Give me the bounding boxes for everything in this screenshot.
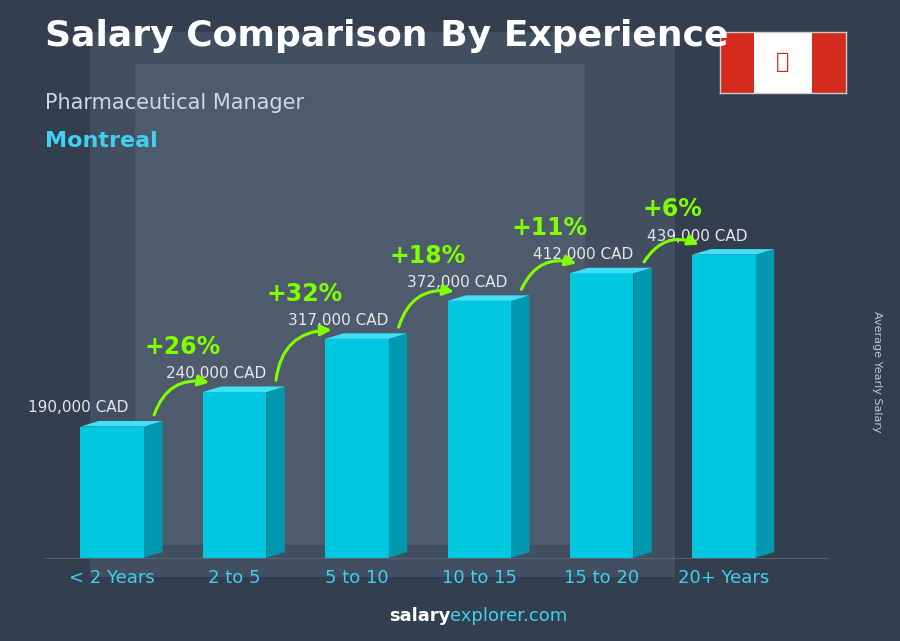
Text: salary: salary bbox=[389, 607, 450, 625]
Polygon shape bbox=[266, 387, 284, 558]
Polygon shape bbox=[634, 268, 652, 558]
Text: Pharmaceutical Manager: Pharmaceutical Manager bbox=[45, 93, 304, 113]
Bar bbox=[325, 339, 389, 558]
FancyArrowPatch shape bbox=[644, 236, 696, 262]
Polygon shape bbox=[511, 296, 529, 558]
FancyArrowPatch shape bbox=[154, 376, 206, 415]
Text: 412,000 CAD: 412,000 CAD bbox=[533, 247, 634, 262]
Text: +32%: +32% bbox=[267, 281, 343, 306]
Polygon shape bbox=[692, 249, 774, 254]
Text: Average Yearly Salary: Average Yearly Salary bbox=[872, 311, 883, 433]
Bar bbox=[90, 32, 675, 577]
Polygon shape bbox=[720, 32, 753, 93]
Polygon shape bbox=[570, 268, 652, 273]
Text: explorer.com: explorer.com bbox=[450, 607, 567, 625]
Text: 190,000 CAD: 190,000 CAD bbox=[28, 401, 128, 415]
Text: 🍁: 🍁 bbox=[777, 53, 789, 72]
Text: +6%: +6% bbox=[642, 197, 702, 222]
Bar bbox=[692, 254, 756, 558]
Polygon shape bbox=[202, 387, 284, 392]
Polygon shape bbox=[80, 421, 162, 426]
Polygon shape bbox=[447, 296, 529, 301]
Bar bbox=[135, 64, 585, 545]
Text: +26%: +26% bbox=[145, 335, 220, 359]
Bar bbox=[202, 392, 266, 558]
FancyArrowPatch shape bbox=[399, 285, 451, 327]
Polygon shape bbox=[813, 32, 846, 93]
Text: Salary Comparison By Experience: Salary Comparison By Experience bbox=[45, 19, 728, 53]
Bar bbox=[570, 273, 634, 558]
Bar bbox=[80, 426, 144, 558]
Text: 439,000 CAD: 439,000 CAD bbox=[647, 229, 747, 244]
Polygon shape bbox=[325, 333, 407, 339]
Text: 372,000 CAD: 372,000 CAD bbox=[407, 275, 508, 290]
FancyArrowPatch shape bbox=[276, 326, 328, 380]
Polygon shape bbox=[144, 421, 162, 558]
Text: 317,000 CAD: 317,000 CAD bbox=[288, 313, 389, 328]
Text: +11%: +11% bbox=[511, 216, 588, 240]
FancyArrowPatch shape bbox=[521, 256, 573, 289]
Text: 240,000 CAD: 240,000 CAD bbox=[166, 366, 266, 381]
Text: +18%: +18% bbox=[389, 244, 465, 268]
Bar bbox=[447, 301, 511, 558]
Polygon shape bbox=[756, 249, 774, 558]
Text: Montreal: Montreal bbox=[45, 131, 158, 151]
Polygon shape bbox=[389, 333, 407, 558]
